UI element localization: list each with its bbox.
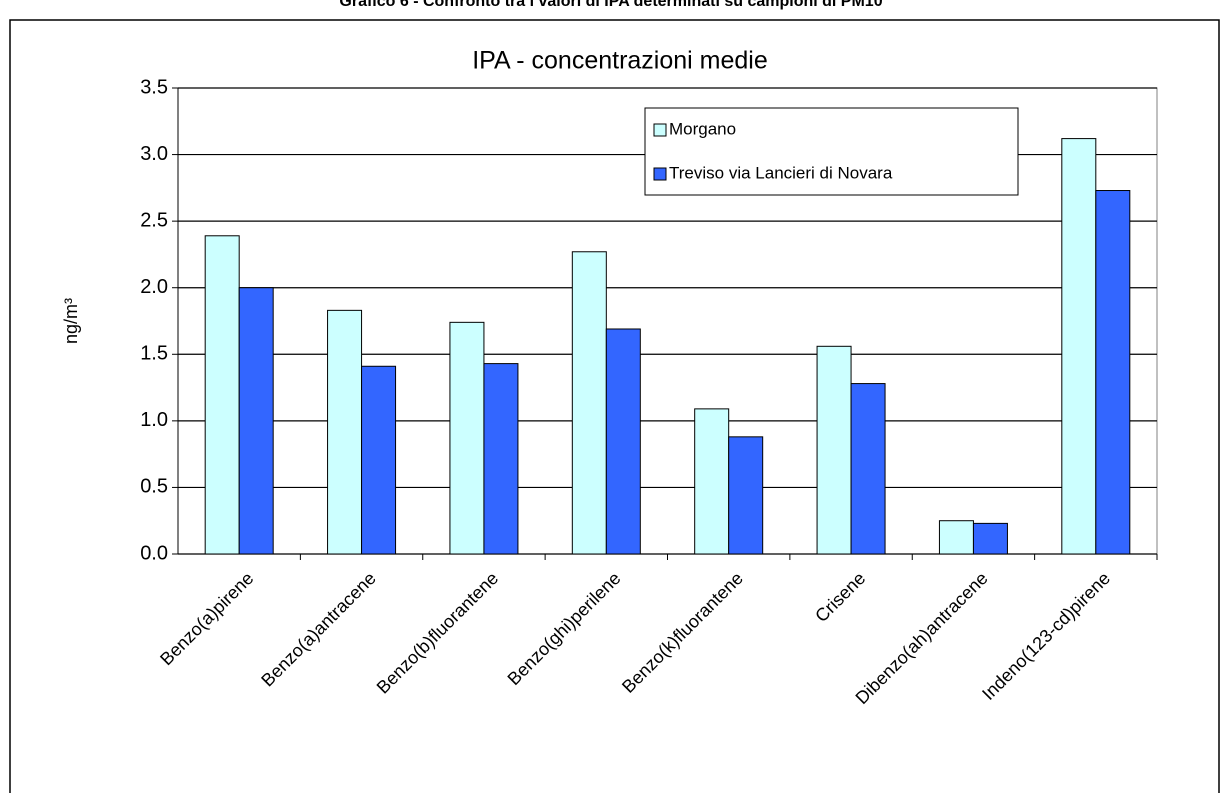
bar [571, 251, 607, 555]
caption: Grafico 6 - Confronto tra i valori di IP… [339, 0, 882, 10]
bar [449, 321, 485, 555]
bar [728, 436, 764, 555]
legend-swatch [653, 167, 667, 181]
chart-title: IPA - concentrazioni medie [472, 47, 768, 75]
y-tick-label: 1.0 [140, 409, 168, 431]
y-tick-label: 0.0 [140, 542, 168, 564]
legend-label: Treviso via Lancieri di Novara [669, 163, 893, 182]
y-tick-label: 3.5 [140, 76, 168, 98]
legend: Morgano Treviso via Lancieri di Novara [644, 107, 1019, 196]
bar [238, 287, 274, 555]
bar [327, 309, 363, 555]
bar [816, 345, 852, 555]
legend-swatch [653, 123, 667, 137]
y-tick-label: 0.5 [140, 476, 168, 498]
bar [204, 235, 240, 555]
y-tick-label: 2.0 [140, 276, 168, 298]
y-tick-label: 2.5 [140, 209, 168, 231]
bar [1095, 190, 1131, 555]
bar [361, 365, 397, 555]
bar [938, 520, 974, 555]
y-tick-label: 3.0 [140, 143, 168, 165]
bar [694, 408, 730, 555]
bar [972, 522, 1008, 555]
y-tick-label: 1.5 [140, 343, 168, 365]
bar [1061, 138, 1097, 555]
bar [850, 383, 886, 555]
bar [605, 328, 641, 555]
y-axis-title: ng/m³ [61, 298, 81, 344]
legend-label: Morgano [669, 119, 736, 138]
legend-box [644, 107, 1019, 196]
bar [483, 363, 519, 555]
